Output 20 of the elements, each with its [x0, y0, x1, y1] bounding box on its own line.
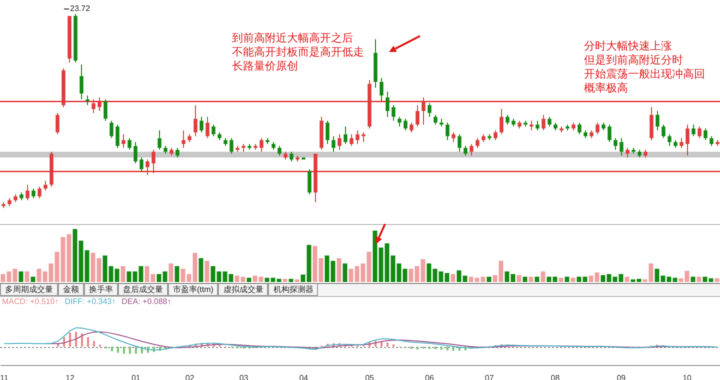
- annotation: 不能高开封板而是高开低走: [232, 45, 364, 58]
- annotation: 但是到前高附近分时: [584, 53, 683, 66]
- annotation: 概率极高: [584, 81, 628, 94]
- annotation: 分时大幅快速上涨: [584, 39, 672, 52]
- annotation: 长路量价原创: [232, 59, 298, 72]
- text: 虚拟成交量: [218, 284, 268, 296]
- text: 盘后成交量: [118, 284, 168, 296]
- text: 23.72: [70, 4, 91, 14]
- text: 换手率: [84, 284, 118, 296]
- text: 多周期成交量: [0, 284, 58, 296]
- annotation: 到前高附近大幅高开之后: [232, 31, 353, 44]
- annotation: 开始震荡一般出现冲高回: [584, 67, 705, 80]
- text: DEA: +0.088↑: [122, 297, 172, 307]
- text: 市盈率(ttm): [168, 284, 218, 296]
- text: 机构探测器: [268, 284, 318, 296]
- text: MACD: +0.510↑: [2, 297, 59, 307]
- text: DIFF: +0.343↑: [64, 297, 116, 307]
- text: 金额: [58, 284, 84, 296]
- x-tick-label: 11: [0, 373, 9, 380]
- x-tick-label: 12: [66, 373, 76, 380]
